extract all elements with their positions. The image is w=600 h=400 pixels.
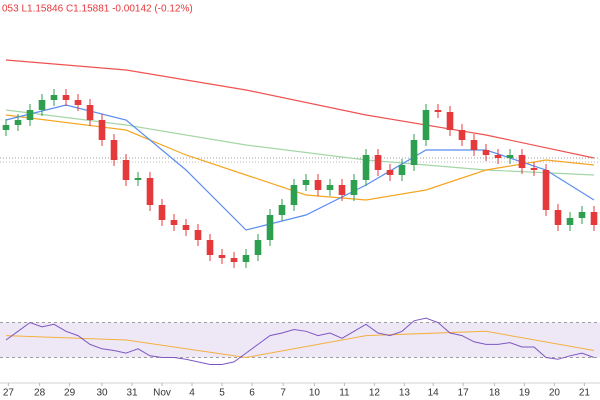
moving-average xyxy=(5,114,595,201)
moving-average xyxy=(5,59,595,159)
candle-body xyxy=(374,155,382,170)
x-tick-label: 17 xyxy=(458,388,470,399)
candle-body xyxy=(494,155,502,158)
candle-body xyxy=(326,185,334,190)
candle-body xyxy=(578,212,586,218)
candle-body xyxy=(566,218,574,225)
x-tick-label: 14 xyxy=(428,388,440,399)
x-tick-label: 7 xyxy=(280,388,286,399)
x-tick-label: Nov xyxy=(153,388,171,399)
candle-body xyxy=(470,140,478,150)
x-tick-label: 29 xyxy=(64,388,76,399)
candle-body xyxy=(542,170,550,210)
candle-body xyxy=(50,95,58,100)
candle-body xyxy=(338,185,346,195)
candle-body xyxy=(422,110,430,140)
candle-body xyxy=(302,180,310,185)
candle-body xyxy=(266,215,274,240)
candle-body xyxy=(410,140,418,165)
x-tick-label: 5 xyxy=(219,388,225,399)
candle-body xyxy=(506,155,514,158)
candle-body xyxy=(458,130,466,140)
rsi-band xyxy=(0,322,600,358)
candle-body xyxy=(122,160,130,180)
candle-body xyxy=(206,240,214,255)
candle-body xyxy=(170,220,178,225)
x-tick-label: 28 xyxy=(34,388,46,399)
candle-body xyxy=(14,120,22,125)
candle-body xyxy=(98,120,106,140)
moving-average xyxy=(5,109,595,176)
candle-body xyxy=(26,110,34,120)
candle-body xyxy=(290,185,298,205)
rsi-panel xyxy=(0,317,600,365)
x-tick-label: 27 xyxy=(3,388,15,399)
candle-body xyxy=(386,170,394,175)
x-tick-label: 30 xyxy=(96,388,108,399)
candle-body xyxy=(482,150,490,155)
candle-body xyxy=(554,210,562,225)
x-tick-label: 20 xyxy=(549,388,561,399)
candle-body xyxy=(194,230,202,240)
moving-average xyxy=(5,104,595,231)
candle-body xyxy=(362,155,370,180)
candle-body xyxy=(86,105,94,120)
x-tick-label: 19 xyxy=(519,388,531,399)
rsi-line xyxy=(5,317,595,365)
x-tick-label: 11 xyxy=(339,388,350,399)
x-tick-label: 12 xyxy=(369,388,381,399)
candle-body xyxy=(314,180,322,190)
x-tick-label: 18 xyxy=(489,388,501,399)
x-tick-label: 10 xyxy=(309,388,321,399)
candle-body xyxy=(218,255,226,258)
candle-body xyxy=(110,140,118,160)
candle-body xyxy=(158,205,166,220)
candle-body xyxy=(2,125,10,130)
ohlc-label: 053 L1.15846 C1.15881 -0.00142 (-0.12%) xyxy=(2,4,193,15)
candle-body xyxy=(434,110,442,112)
candle-body xyxy=(146,178,154,205)
candle-body xyxy=(230,258,238,262)
candle-body xyxy=(518,155,526,168)
candle-body xyxy=(74,100,82,105)
candle-body xyxy=(134,178,142,180)
candle-body xyxy=(254,240,262,255)
x-tick-label: 21 xyxy=(579,388,591,399)
candle-body xyxy=(278,205,286,215)
candle-body xyxy=(446,112,454,130)
x-tick-label: 31 xyxy=(126,388,138,399)
candle-body xyxy=(530,168,538,170)
candle-body xyxy=(182,225,190,230)
candle-body xyxy=(242,255,250,262)
x-tick-label: 6 xyxy=(249,388,255,399)
candle-body xyxy=(62,95,70,100)
candle-body xyxy=(590,212,598,225)
candle-body xyxy=(398,165,406,175)
candle-body xyxy=(38,100,46,110)
rsi-ma-line xyxy=(5,330,595,359)
candle-body xyxy=(350,180,358,195)
x-tick-label: 13 xyxy=(399,388,411,399)
price-panel xyxy=(2,59,598,268)
x-tick-label: 4 xyxy=(189,388,195,399)
